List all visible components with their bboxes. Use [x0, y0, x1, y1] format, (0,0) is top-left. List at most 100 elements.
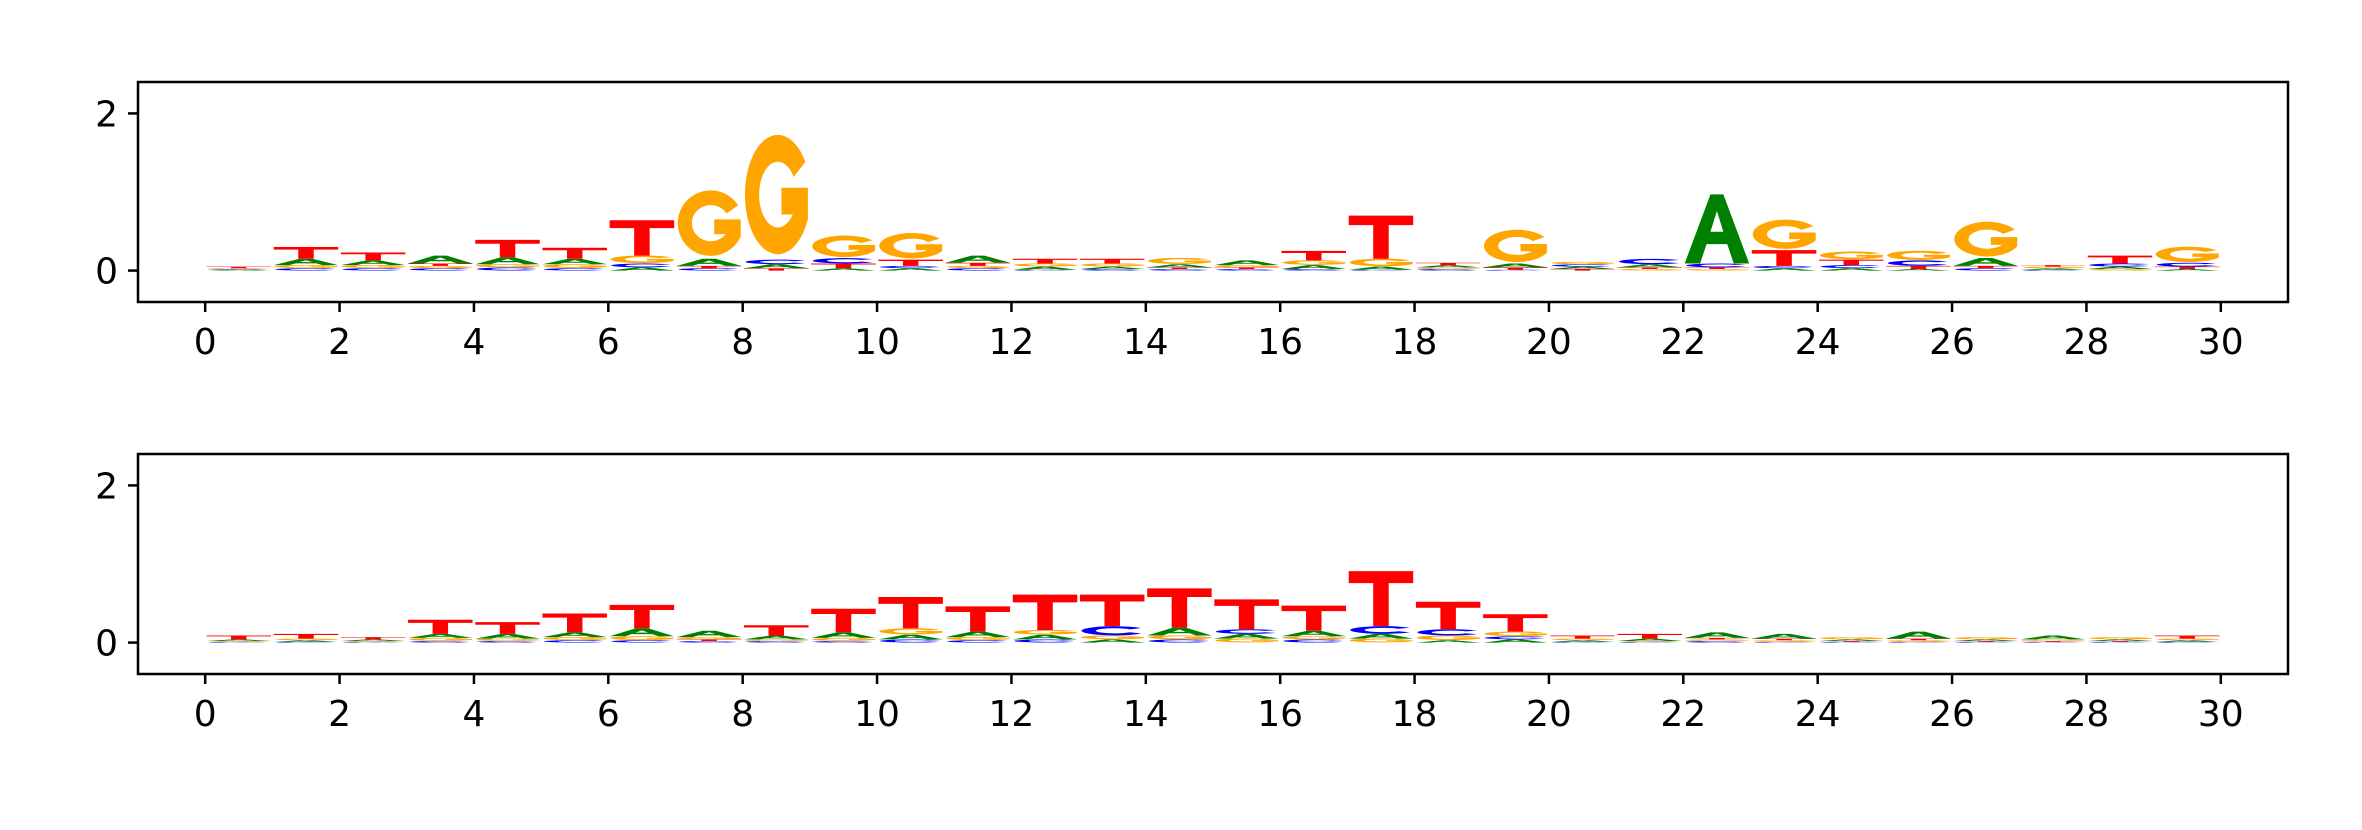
letter-C-pos-17 — [1350, 626, 1410, 634]
letter-A-pos-27 — [2020, 635, 2086, 640]
letter-A-pos-4 — [475, 633, 540, 639]
letter-A-pos-22 — [1684, 632, 1750, 638]
letter-C-pos-27 — [2022, 641, 2082, 643]
letter-C-pos-22 — [1686, 641, 1746, 643]
letter-G-pos-26 — [1954, 221, 2018, 257]
letter-C-pos-23 — [1753, 265, 1813, 269]
letter-A-pos-15 — [1214, 260, 1279, 266]
letter-A-pos-28 — [2087, 639, 2153, 642]
letter-C-pos-19 — [1485, 269, 1545, 271]
letter-T-pos-12 — [1012, 594, 1078, 630]
letter-A-pos-7 — [676, 630, 742, 638]
letter-A-pos-3 — [408, 255, 473, 264]
letter-T-pos-4 — [475, 239, 540, 258]
letter-C-pos-14 — [1149, 269, 1209, 271]
letter-C-pos-11 — [947, 268, 1007, 271]
letter-G-pos-5 — [543, 264, 607, 269]
letter-C-pos-8 — [745, 259, 806, 265]
letter-A-pos-28 — [2087, 266, 2153, 269]
letter-T-pos-2 — [340, 252, 406, 261]
letter-T-pos-9 — [811, 608, 876, 633]
letter-G-pos-2 — [342, 264, 405, 269]
letter-T-pos-29 — [2154, 635, 2220, 639]
letters — [206, 134, 2220, 271]
letter-C-pos-6 — [611, 640, 671, 643]
letter-G-pos-21 — [1618, 640, 1682, 642]
letter-G-pos-18 — [1417, 267, 1480, 269]
letter-C-pos-19 — [1484, 636, 1545, 640]
letter-G-pos-16 — [1282, 636, 1346, 640]
letter-A-pos-2 — [340, 260, 406, 266]
letter-G-pos-11 — [946, 636, 1010, 641]
letter-G-pos-19 — [1484, 631, 1547, 637]
letter-A-pos-13 — [1079, 266, 1145, 269]
letter-G-pos-1 — [274, 638, 338, 641]
letter-A-pos-6 — [609, 628, 675, 637]
axes-frame — [136, 452, 2290, 676]
letter-G-pos-27 — [2021, 266, 2085, 269]
letter-T-pos-21 — [1617, 633, 1682, 639]
letter-T-pos-28 — [2087, 641, 2153, 642]
letter-T-pos-26 — [1953, 265, 2018, 269]
letter-C-pos-12 — [1014, 639, 1074, 643]
letter-C-pos-12 — [1014, 269, 1074, 271]
letter-G-pos-25 — [1887, 250, 1951, 260]
x-tick-label: 26 — [1929, 322, 1975, 363]
letter-G-pos-16 — [1282, 260, 1346, 265]
letter-T-pos-0 — [206, 266, 272, 269]
letter-G-pos-1 — [274, 264, 338, 269]
x-tick-label: 14 — [1123, 694, 1169, 735]
letter-G-pos-22 — [1685, 268, 1749, 271]
letter-A-pos-17 — [1348, 633, 1414, 639]
letter-C-pos-24 — [1821, 641, 1881, 643]
x-tick-label: 24 — [1795, 322, 1841, 363]
letter-C-pos-29 — [2157, 641, 2217, 643]
letter-T-pos-18 — [1415, 601, 1481, 630]
letter-C-pos-28 — [2089, 263, 2149, 267]
y-tick-label: 2 — [95, 466, 118, 507]
x-tick-label: 28 — [2064, 694, 2110, 735]
letter-C-pos-20 — [1552, 641, 1612, 643]
letter-T-pos-3 — [408, 263, 473, 266]
letter-C-pos-9 — [813, 258, 873, 264]
letter-C-pos-10 — [880, 639, 940, 643]
letter-C-pos-18 — [1417, 269, 1478, 271]
letter-G-pos-7 — [677, 637, 741, 640]
letter-A-pos-14 — [1147, 264, 1212, 268]
letter-T-pos-13 — [1079, 258, 1145, 264]
letter-C-pos-1 — [275, 268, 335, 271]
letter-A-pos-27 — [2020, 268, 2086, 270]
letter-G-pos-14 — [1148, 635, 1212, 640]
x-tick-label: 18 — [1392, 694, 1438, 735]
letter-T-pos-22 — [1684, 637, 1750, 640]
letter-C-pos-26 — [1955, 268, 2015, 271]
letter-T-pos-7 — [676, 265, 742, 269]
letter-A-pos-18 — [1415, 265, 1481, 268]
letter-C-pos-9 — [813, 641, 873, 643]
letter-A-pos-11 — [945, 631, 1011, 638]
letter-G-pos-14 — [1148, 257, 1212, 265]
x-tick-label: 18 — [1392, 322, 1438, 363]
letter-A-pos-12 — [1012, 266, 1078, 270]
letter-C-pos-25 — [1888, 641, 1948, 643]
y-tick-label: 2 — [95, 94, 118, 135]
letter-T-pos-15 — [1214, 599, 1279, 630]
letter-G-pos-28 — [2088, 268, 2152, 271]
letter-A-pos-20 — [1550, 640, 1615, 642]
letter-T-pos-25 — [1886, 265, 1951, 270]
letter-T-pos-13 — [1079, 594, 1145, 627]
letter-T-pos-25 — [1886, 638, 1951, 641]
letter-G-pos-7 — [677, 190, 741, 256]
letter-T-pos-23 — [1751, 638, 1817, 641]
x-tick-label: 2 — [328, 322, 351, 363]
letter-C-pos-4 — [477, 641, 537, 643]
letter-C-pos-28 — [2089, 641, 2149, 643]
letter-G-pos-13 — [1081, 263, 1144, 267]
letters — [206, 571, 2220, 643]
letter-T-pos-8 — [744, 268, 809, 271]
letter-C-pos-2 — [342, 268, 403, 271]
letter-C-pos-7 — [678, 268, 738, 271]
letter-G-pos-17 — [1349, 638, 1413, 643]
letter-C-pos-15 — [1215, 629, 1276, 634]
